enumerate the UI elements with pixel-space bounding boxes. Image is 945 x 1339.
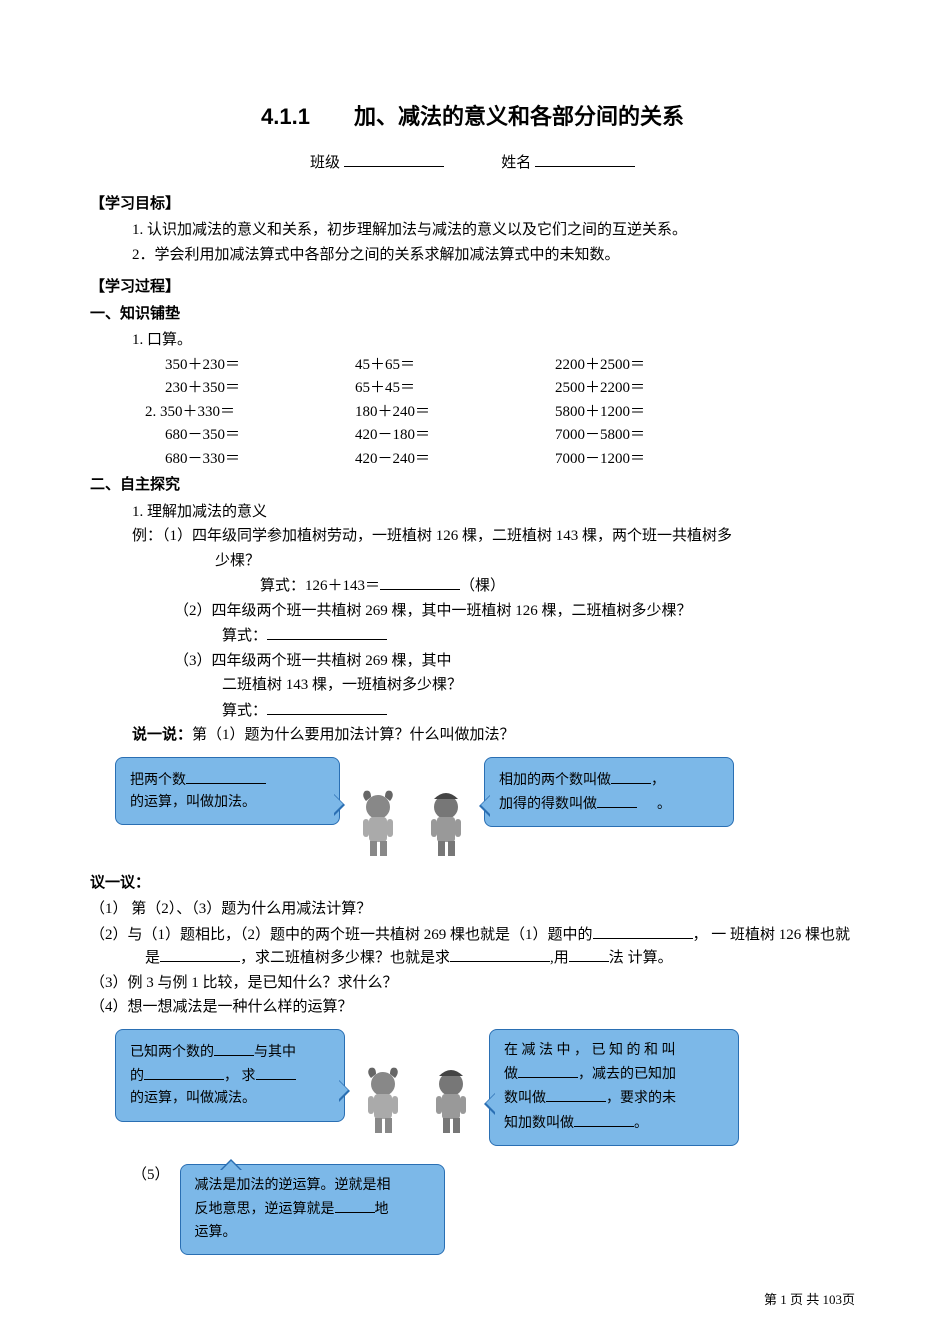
d1: （1） 第（2）、（3）题为什么用减法计算？ [90,898,855,921]
talk-line: 说一说：第（1）题为什么要用加法计算？什么叫做加法？ [90,724,855,747]
blank[interactable] [597,792,637,808]
bubble-row-1: 把两个数 的运算，叫做加法。 相加的两个数叫做， 加得的得数叫做。 [90,757,855,862]
math-row: 350＋230＝ 45＋65＝ 2200＋2500＝ [90,354,855,377]
math-cell: 420－240＝ [355,448,555,471]
goal-2: 2．学会利用加减法算式中各部分之间的关系求解加减法算式中的未知数。 [90,244,855,267]
math-cell: 420－180＝ [355,424,555,447]
math-cell: 2500＋2200＝ [555,377,755,400]
math-cell: 680－330＝ [165,448,355,471]
math-cell: 2200＋2500＝ [555,354,755,377]
blank[interactable] [335,1197,375,1213]
cartoon-boy-icon [421,1064,481,1139]
page-title: 4.1.1 加、减法的意义和各部分间的关系 [90,100,855,133]
bubble-row-2: 已知两个数的与其中 的， 求 的运算，叫做减法。 在 减 法 中 ， 已 知 的… [90,1029,855,1147]
speech-bubble-3: 已知两个数的与其中 的， 求 的运算，叫做减法。 [115,1029,345,1122]
blank[interactable] [611,768,651,784]
example-q3b: 二班植树 143 棵，一班植树多少棵？ [90,674,855,697]
math-cell: 7000－1200＝ [555,448,755,471]
math-row: 680－330＝ 420－240＝ 7000－1200＝ [90,448,855,471]
blank[interactable] [593,923,693,939]
blank[interactable] [160,946,240,962]
header-fields: 班级 姓名 [90,151,855,175]
cartoon-girl-icon [348,787,408,862]
math-row: 2. 350＋330＝ 180＋240＝ 5800＋1200＝ [90,401,855,424]
math-cell: 7000－5800＝ [555,424,755,447]
goal-heading: 【学习目标】 [90,193,855,216]
blank[interactable] [574,1111,634,1127]
example-q1b: 少棵？ [90,550,855,573]
math-cell: 680－350＝ [165,424,355,447]
math-cell: 180＋240＝ [355,401,555,424]
blank[interactable] [267,624,387,640]
math-cell: 230＋350＝ [165,377,355,400]
name-label: 姓名 [501,155,531,171]
math-cell: 2. 350＋330＝ [145,401,355,424]
example-q1: 例：（1）四年级同学参加植树劳动，一班植树 126 棵，二班植树 143 棵，两… [90,525,855,548]
discuss-label: 议一议： [90,872,855,895]
blank[interactable] [569,946,609,962]
d2: （2）与（1）题相比，（2）题中的两个班一共植树 269 棵也就是（1）题中的，… [90,923,855,970]
d5: （5） [90,1158,170,1187]
blank[interactable] [214,1040,254,1056]
math-row: 680－350＝ 420－180＝ 7000－5800＝ [90,424,855,447]
math-cell: 65＋45＝ [355,377,555,400]
d5-row: （5） 减法是加法的逆运算。逆就是相 反地意思，逆运算就是地 运算。 [90,1156,855,1255]
q1-formula: 算式：126＋143＝（棵） [90,574,855,598]
cartoon-girl-icon [353,1064,413,1139]
goal-1: 1. 认识加减法的意义和关系，初步理解加法与减法的意义以及它们之间的互逆关系。 [90,219,855,242]
example-prefix: 例： [132,528,162,544]
blank[interactable] [267,699,387,715]
blank[interactable] [380,574,460,590]
speech-bubble-1: 把两个数 的运算，叫做加法。 [115,757,340,826]
cartoon-boy-icon [416,787,476,862]
blank[interactable] [256,1064,296,1080]
blank[interactable] [186,768,266,784]
blank[interactable] [518,1062,578,1078]
blank[interactable] [450,946,550,962]
blank[interactable] [546,1086,606,1102]
speech-bubble-2: 相加的两个数叫做， 加得的得数叫做。 [484,757,734,828]
example-q2: （2）四年级两个班一共植树 269 棵，其中一班植树 126 棵，二班植树多少棵… [90,600,855,623]
name-blank[interactable] [535,151,635,167]
part2-heading: 二、自主探究 [90,474,855,497]
blank[interactable] [144,1064,224,1080]
talk-label: 说一说： [132,726,192,743]
q2-formula: 算式： [90,624,855,648]
part1-sub: 1. 口算。 [90,329,855,352]
part1-heading: 一、知识铺垫 [90,303,855,326]
example-q3a: （3）四年级两个班一共植树 269 棵，其中 [90,650,855,673]
speech-bubble-4: 在 减 法 中 ， 已 知 的 和 叫 做，减去的已知加 数叫做，要求的未 知加… [489,1029,739,1147]
math-cell: 45＋65＝ [355,354,555,377]
page-footer: 第 1 页 共 103页 [764,1290,855,1310]
math-cell: 5800＋1200＝ [555,401,755,424]
part2-sub: 1. 理解加减法的意义 [90,501,855,524]
q3-formula: 算式： [90,699,855,723]
process-heading: 【学习过程】 [90,276,855,299]
d3: （3）例 3 与例 1 比较，是已知什么？求什么？ [90,972,855,995]
d4: （4）想一想减法是一种什么样的运算？ [90,996,855,1019]
class-blank[interactable] [344,151,444,167]
class-label: 班级 [310,155,340,171]
math-row: 230＋350＝ 65＋45＝ 2500＋2200＝ [90,377,855,400]
math-cell: 350＋230＝ [165,354,355,377]
speech-bubble-5: 减法是加法的逆运算。逆就是相 反地意思，逆运算就是地 运算。 [180,1164,445,1255]
